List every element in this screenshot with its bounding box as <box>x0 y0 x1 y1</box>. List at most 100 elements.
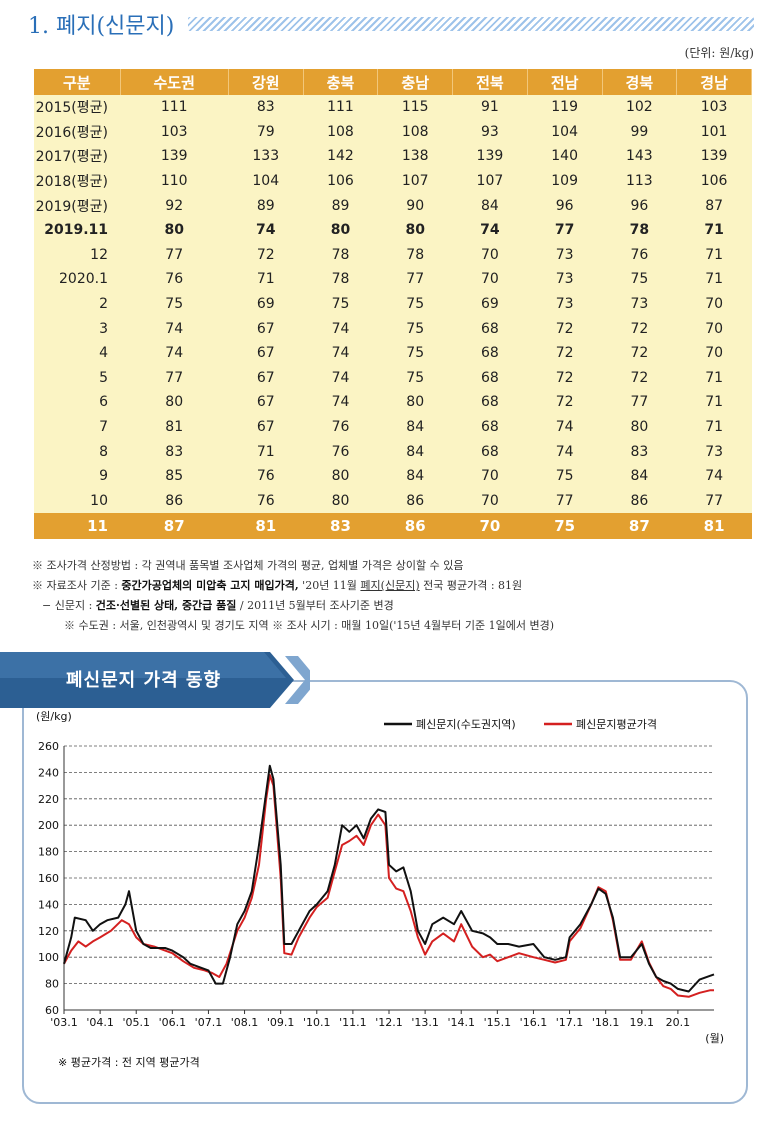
price-cell: 115 <box>377 95 453 120</box>
price-cell: 76 <box>120 267 229 292</box>
price-cell: 73 <box>602 291 677 317</box>
y-tick-label: 140 <box>38 898 59 911</box>
price-cell: 71 <box>676 414 752 440</box>
price-cell: 70 <box>676 340 752 366</box>
price-cell: 84 <box>377 463 453 489</box>
y-axis: 60 80 100 120 140 160 180 200 220 240 260 <box>38 740 65 1017</box>
price-cell: 111 <box>120 95 229 120</box>
banner-graphic <box>0 652 310 708</box>
table-row: 10 86 76 80 86 70 77 86 77 <box>34 488 752 514</box>
x-tick-label: '17.1 <box>556 1016 584 1029</box>
price-cell: 77 <box>676 488 752 514</box>
price-cell: 106 <box>676 168 752 194</box>
price-cell: 107 <box>377 168 453 194</box>
y-tick-label: 220 <box>38 793 59 806</box>
price-cell: 106 <box>303 168 378 194</box>
col-header: 전남 <box>527 69 603 95</box>
legend-label: 폐신문지(수도권지역) <box>416 718 516 731</box>
x-tick-label: '10.1 <box>303 1016 331 1029</box>
y-tick-label: 160 <box>38 872 59 885</box>
table-row: 12 77 72 78 78 70 73 76 71 <box>34 242 752 268</box>
y-tick-label: 120 <box>38 925 59 938</box>
price-cell: 73 <box>527 291 602 317</box>
price-cell: 81 <box>120 414 229 440</box>
x-tick-label: '14.1 <box>447 1016 475 1029</box>
price-cell: 70 <box>452 463 528 489</box>
row-label: 2019(평균) <box>34 193 120 218</box>
price-cell: 75 <box>527 513 602 540</box>
row-label: 2018(평균) <box>34 168 120 194</box>
price-cell: 108 <box>303 119 378 145</box>
price-cell: 80 <box>120 390 229 415</box>
row-label: 11 <box>34 513 120 540</box>
row-label: 12 <box>34 242 120 268</box>
price-cell: 78 <box>602 217 677 243</box>
price-cell: 108 <box>377 119 453 145</box>
price-cell: 80 <box>303 463 378 489</box>
price-cell: 76 <box>303 439 378 464</box>
price-cell: 74 <box>303 365 378 391</box>
price-cell: 104 <box>527 119 602 145</box>
section-title: 1. 폐지(신문지) <box>28 14 175 39</box>
note-newspaper-rest: / 2011년 5월부터 조사기준 변경 <box>236 599 394 612</box>
y-tick-label: 100 <box>38 951 59 964</box>
price-cell: 86 <box>377 488 453 514</box>
table-row: 5 77 67 74 75 68 72 72 71 <box>34 365 752 391</box>
title-decoration <box>188 17 754 31</box>
price-cell: 76 <box>228 488 304 514</box>
col-header: 경남 <box>676 69 752 95</box>
x-axis-unit: (월) <box>705 1032 724 1045</box>
price-cell: 74 <box>676 463 752 489</box>
price-cell: 80 <box>602 414 677 440</box>
chart-series <box>63 764 715 998</box>
price-cell: 80 <box>377 390 453 415</box>
price-table: 구분 수도권 강원 충북 충남 전북 전남 경북 경남 2015(평균) 111 83 111 115 9… <box>34 69 752 540</box>
row-label: 2019.11 <box>34 217 120 243</box>
price-cell: 111 <box>303 95 378 120</box>
table-row: 2020.1 76 71 78 77 70 73 75 71 <box>34 267 752 292</box>
chart-panel <box>22 680 748 1104</box>
price-cell: 78 <box>303 267 378 292</box>
note-newspaper-bold: 건조·선별된 상태, 중간급 품질 <box>95 599 237 612</box>
price-cell: 102 <box>602 95 677 120</box>
banner-highlight <box>0 652 286 678</box>
price-cell: 80 <box>303 488 378 514</box>
row-label: 3 <box>34 316 120 341</box>
legend-label: 폐신문지평균가격 <box>576 718 657 731</box>
col-header: 전북 <box>452 69 528 95</box>
table-row: 2 75 69 75 75 69 73 73 70 <box>34 291 752 317</box>
series-line <box>63 774 714 998</box>
series-line <box>63 764 715 993</box>
col-header: 구분 <box>34 69 121 95</box>
price-cell: 72 <box>527 365 602 391</box>
price-cell: 74 <box>303 316 378 341</box>
price-cell: 75 <box>303 291 378 317</box>
price-cell: 84 <box>377 439 453 464</box>
row-label: 2016(평균) <box>34 119 120 145</box>
table-row: 11 87 81 83 86 70 75 87 81 <box>34 513 752 540</box>
price-cell: 71 <box>228 267 304 292</box>
price-cell: 71 <box>228 439 304 464</box>
price-cell: 69 <box>452 291 528 317</box>
x-tick-label: '12.1 <box>375 1016 403 1029</box>
price-cell: 74 <box>303 340 378 366</box>
note-basis: ※ 자료조사 기준 : 중간가공업체의 미압축 고지 매입가격, '20년 11… <box>32 576 762 596</box>
price-trend-chart: 60 80 100 120 140 160 180 200 220 240 260 '03.1 '04… <box>36 710 724 1069</box>
x-tick-label: '08.1 <box>231 1016 259 1029</box>
price-cell: 81 <box>228 513 304 540</box>
price-cell: 83 <box>303 513 378 540</box>
note-newspaper-prefix: − 신문지 : <box>42 599 96 612</box>
price-cell: 113 <box>602 168 677 194</box>
price-cell: 133 <box>228 144 304 169</box>
note-basis-mid: '20년 11월 <box>298 579 361 592</box>
x-tick-label: '11.1 <box>339 1016 367 1029</box>
row-label: 2015(평균) <box>34 95 120 120</box>
col-header: 수도권 <box>120 69 229 95</box>
price-cell: 110 <box>120 168 229 194</box>
chart-legend: 폐신문지(수도권지역) 폐신문지평균가격 <box>384 718 657 731</box>
row-label: 6 <box>34 390 120 415</box>
row-label: 2 <box>34 291 120 317</box>
price-cell: 70 <box>452 267 528 292</box>
row-label: 2020.1 <box>34 267 120 292</box>
row-label: 8 <box>34 439 120 464</box>
